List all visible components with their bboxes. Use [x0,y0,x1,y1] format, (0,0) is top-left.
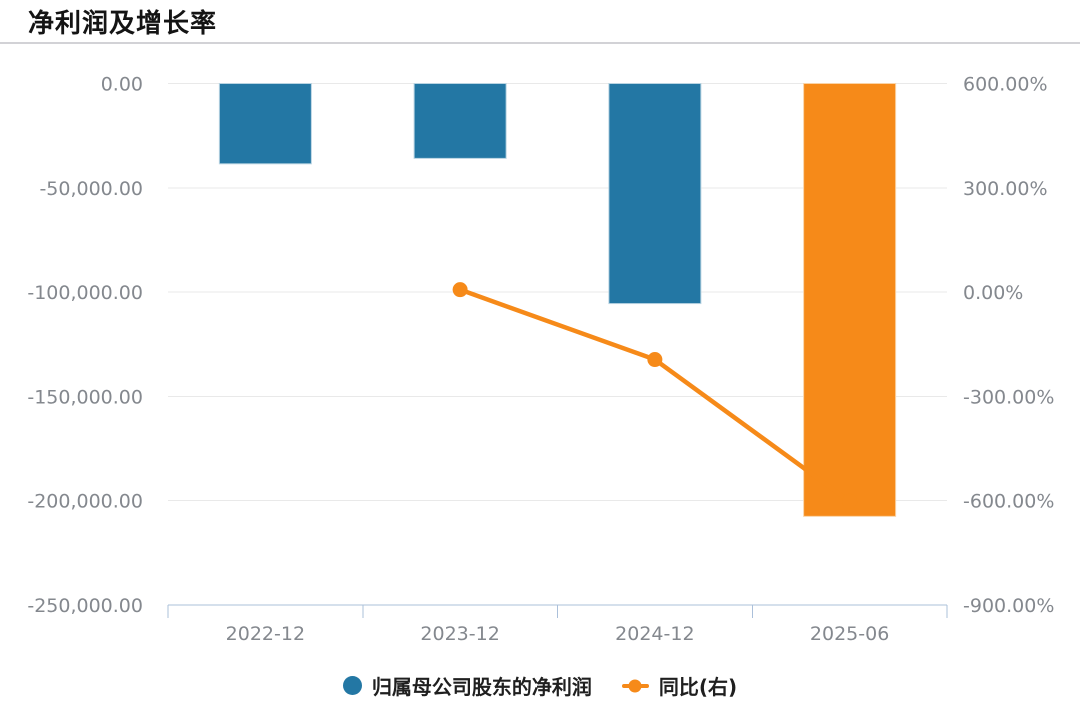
line-series-dot-icon [628,679,642,692]
bar-2024-12[interactable] [608,83,702,305]
yoy-line [457,287,852,504]
left-axis-tick-label: -150,000.00 [27,386,143,408]
bar-series-swatch-icon [342,676,362,695]
left-axis-tick-label: -200,000.00 [27,491,143,513]
right-axis-tick-label: 300.00% [963,178,1048,200]
bar-2023-12[interactable] [413,83,507,159]
chart-legend: 归属母公司股东的净利润 同比(右) [0,671,1080,700]
line-series-swatch-icon [621,679,649,692]
bar-2025-06[interactable] [803,83,897,517]
right-axis-tick-label: 0.00% [963,282,1023,304]
yoy-marker[interactable] [842,493,858,509]
left-axis-tick-label: 0.00 [101,74,143,96]
left-axis-tick-label: -100,000.00 [27,282,143,304]
left-axis-tick-label: -50,000.00 [39,178,143,200]
legend-label-net-profit: 归属母公司股东的净利润 [371,675,592,699]
x-axis-category-label: 2023-12 [420,623,499,645]
right-axis-tick-label: -600.00% [963,491,1054,513]
yoy-marker[interactable] [647,352,663,368]
legend-label-yoy: 同比(右) [658,675,738,699]
x-axis-category-label: 2022-12 [226,623,305,645]
x-axis-category-label: 2024-12 [615,623,694,645]
legend-item-net-profit[interactable]: 归属母公司股东的净利润 [342,671,592,700]
right-axis-tick-label: -900.00% [963,595,1054,617]
right-axis-tick-label: 600.00% [963,74,1048,96]
chart-title: 净利润及增长率 [28,9,218,39]
yoy-marker[interactable] [452,282,468,298]
left-axis-tick-label: -250,000.00 [27,595,143,617]
right-axis-tick-label: -300.00% [963,386,1054,408]
x-axis-category-label: 2025-06 [810,623,889,645]
title-divider [0,42,1080,44]
legend-item-yoy[interactable]: 同比(右) [621,671,738,700]
bar-2022-12[interactable] [218,83,312,165]
